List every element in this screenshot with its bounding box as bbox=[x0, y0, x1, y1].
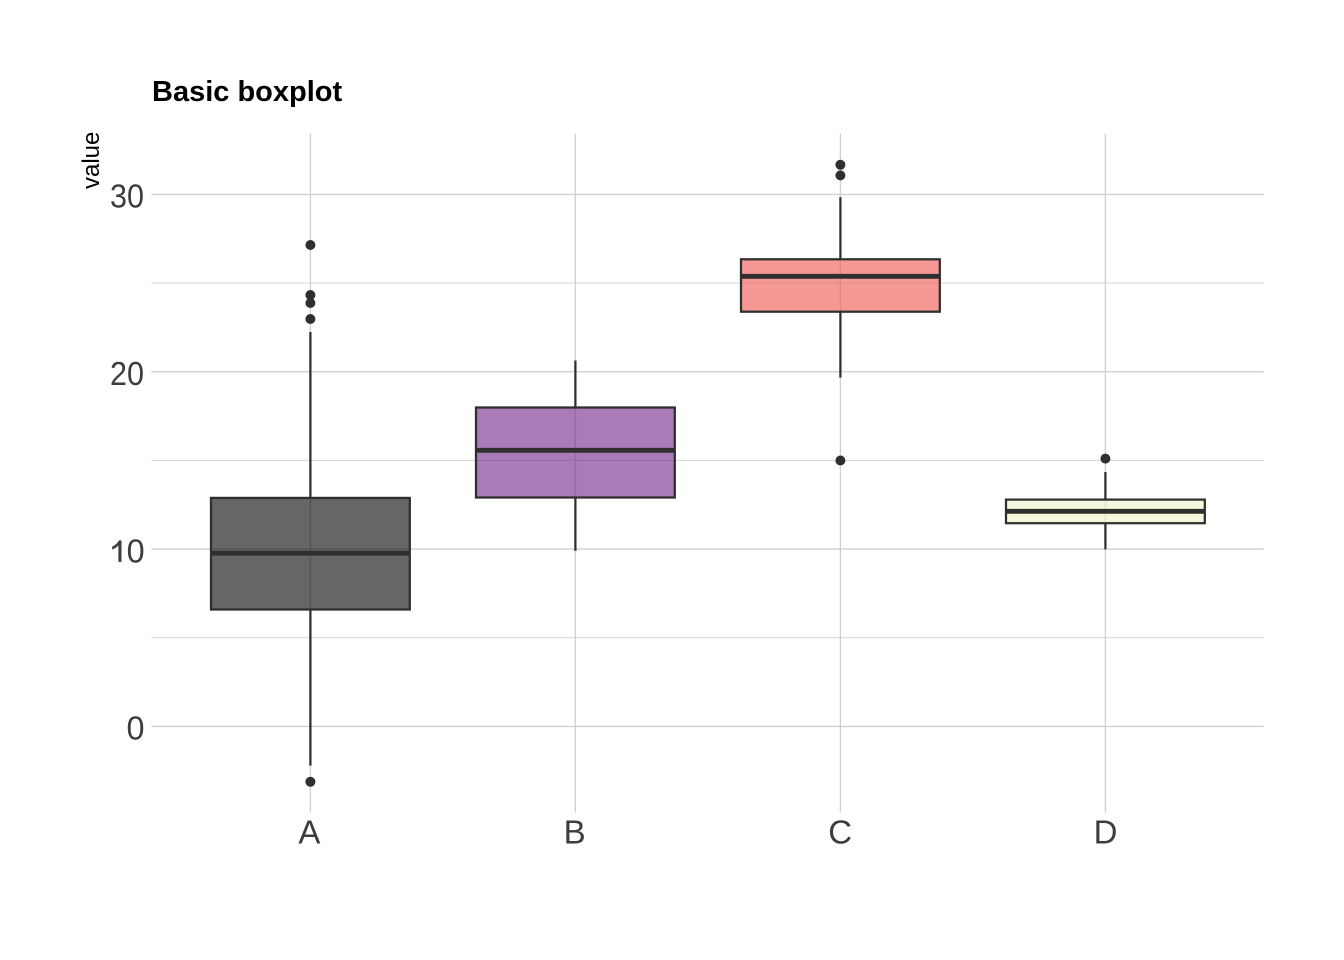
svg-text:value: value bbox=[78, 132, 105, 189]
svg-text:D: D bbox=[1094, 814, 1118, 851]
svg-text:Basic boxplot: Basic boxplot bbox=[152, 76, 342, 108]
svg-text:0: 0 bbox=[127, 710, 145, 747]
svg-text:20: 20 bbox=[110, 355, 144, 392]
svg-text:30: 30 bbox=[110, 178, 144, 215]
svg-text:C: C bbox=[828, 814, 852, 851]
svg-text:A: A bbox=[298, 814, 320, 851]
svg-text:B: B bbox=[564, 814, 586, 851]
svg-text:0: 0 bbox=[127, 532, 145, 569]
